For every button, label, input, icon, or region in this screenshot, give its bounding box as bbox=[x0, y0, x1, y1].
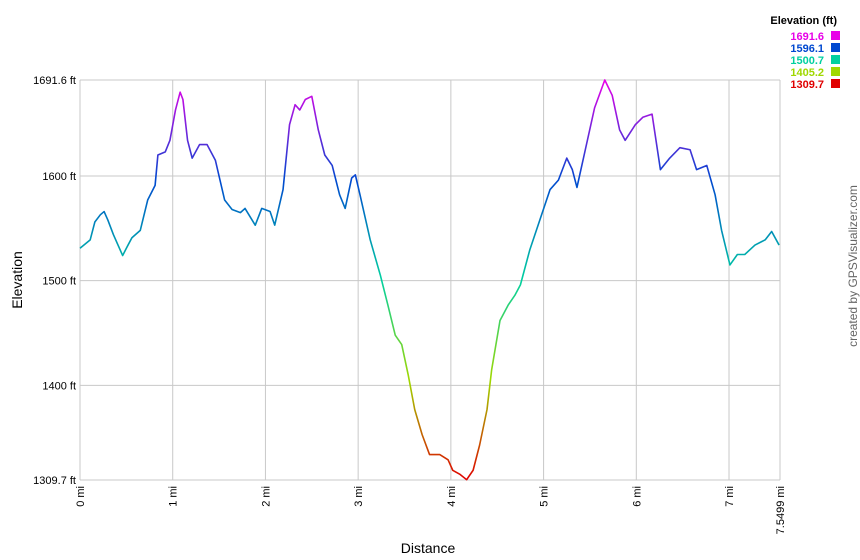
legend-swatch bbox=[831, 79, 840, 88]
legend-swatch bbox=[831, 55, 840, 64]
x-tick-label: 4 mi bbox=[446, 486, 458, 507]
y-tick-label: 1400 ft bbox=[42, 380, 76, 392]
y-tick-label: 1309.7 ft bbox=[33, 475, 76, 487]
legend-title: Elevation (ft) bbox=[770, 15, 837, 27]
x-tick-label: 0 mi bbox=[75, 486, 87, 507]
legend-label: 1405.2 bbox=[790, 67, 824, 79]
elevation-line bbox=[79, 79, 780, 481]
y-tick-label: 1500 ft bbox=[42, 276, 76, 288]
x-tick-label: 2 mi bbox=[260, 486, 272, 507]
x-axis-label: Distance bbox=[401, 540, 456, 556]
y-axis-label: Elevation bbox=[9, 251, 25, 309]
y-tick-label: 1691.6 ft bbox=[33, 75, 76, 87]
credit: created by GPSVisualizer.com bbox=[846, 185, 860, 347]
legend-swatch bbox=[831, 67, 840, 76]
legend-label: 1500.7 bbox=[790, 55, 824, 67]
x-tick-label: 6 mi bbox=[631, 486, 643, 507]
x-tick-label: 7.5499 mi bbox=[775, 486, 787, 534]
y-tick-label: 1600 ft bbox=[42, 171, 76, 183]
x-tick-label: 7 mi bbox=[724, 486, 736, 507]
legend-label: 1309.7 bbox=[790, 79, 824, 91]
legend-label: 1596.1 bbox=[790, 43, 824, 55]
x-tick-label: 5 mi bbox=[539, 486, 551, 507]
legend-label: 1691.6 bbox=[790, 31, 824, 43]
legend-swatch bbox=[831, 31, 840, 40]
legend-swatch bbox=[831, 43, 840, 52]
x-tick-label: 1 mi bbox=[168, 486, 180, 507]
x-tick-label: 3 mi bbox=[353, 486, 365, 507]
